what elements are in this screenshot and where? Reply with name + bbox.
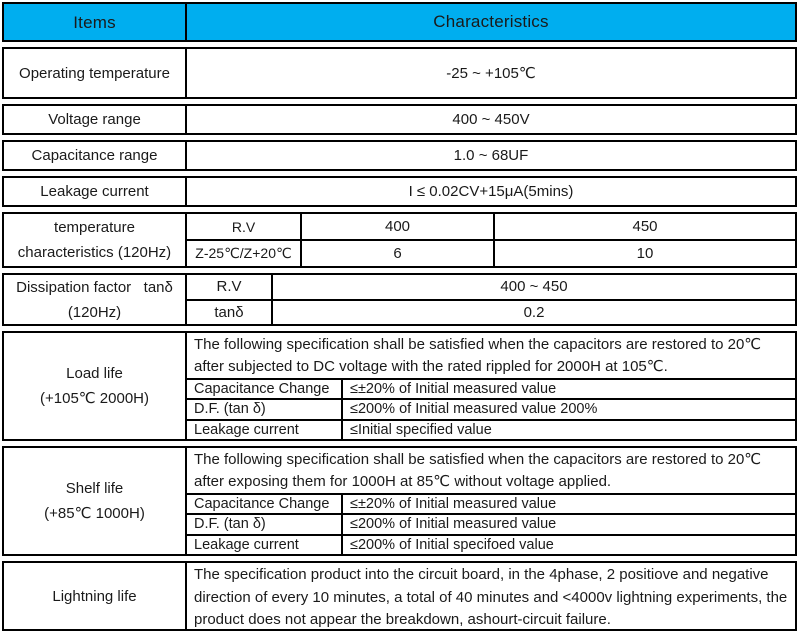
item-label: Voltage range (4, 106, 187, 133)
load-life-leakage-value: ≤Initial specified value (350, 421, 492, 438)
shelf-life-cap-change-value: ≤±20% of Initial measured value (350, 496, 557, 513)
row-shelf-life: Shelf life (+85℃ 1000H) The following sp… (2, 446, 797, 556)
table-header-row: Items Characteristics (2, 2, 797, 42)
dissipation-rv-label: R.V (187, 275, 273, 299)
temp-char-rv-label: R.V (187, 214, 302, 239)
temp-char-z-450: 10 (636, 245, 654, 262)
row-voltage-range: Voltage range 400 ~ 450V (2, 104, 797, 135)
item-value: -25 ~ +105℃ (446, 65, 536, 82)
item-label: Capacitance range (4, 142, 187, 169)
row-lightning-life: Lightning life The specification product… (2, 561, 797, 631)
header-characteristics: Characteristics (433, 12, 549, 31)
temp-char-z-label: Z-25℃/Z+20℃ (187, 241, 302, 266)
shelf-life-leakage-value: ≤200% of Initial specifoed value (350, 536, 554, 553)
dissipation-tand-value: 0.2 (523, 303, 545, 321)
row-dissipation-factor: Dissipation factor tanδ (120Hz) R.V 400 … (2, 273, 797, 326)
table-row: Leakage current ≤200% of Initial specifo… (187, 533, 795, 554)
dissipation-subtable: R.V 400 ~ 450 tanδ 0.2 (187, 275, 795, 324)
item-label: Lightning life (4, 563, 187, 629)
lightning-life-description: The specification product into the circu… (194, 566, 792, 628)
shelf-life-cap-change-label: Capacitance Change (187, 495, 343, 514)
item-label: Operating temperature (4, 49, 187, 97)
load-life-cap-change-value: ≤±20% of Initial measured value (350, 381, 557, 398)
row-temperature-characteristics: temperature characteristics (120Hz) R.V … (2, 212, 797, 268)
shelf-life-details: The following specification shall be sat… (187, 448, 795, 554)
table-row: Capacitance Change ≤±20% of Initial meas… (187, 493, 795, 514)
row-capacitance-range: Capacitance range 1.0 ~ 68UF (2, 140, 797, 171)
item-value: I ≤ 0.02CV+15μA(5mins) (408, 183, 574, 200)
row-operating-temperature: Operating temperature -25 ~ +105℃ (2, 47, 797, 99)
table-row: tanδ 0.2 (187, 298, 795, 324)
shelf-life-df-label: D.F. (tan δ) (187, 515, 343, 534)
item-label: Leakage current (4, 178, 187, 205)
temp-char-z-400: 6 (302, 241, 495, 266)
item-label: Shelf life (+85℃ 1000H) (4, 448, 187, 554)
row-leakage-current: Leakage current I ≤ 0.02CV+15μA(5mins) (2, 176, 797, 207)
dissipation-rv-value: 400 ~ 450 (500, 278, 568, 296)
table-row: Capacitance Change ≤±20% of Initial meas… (187, 378, 795, 399)
load-life-cap-change-label: Capacitance Change (187, 380, 343, 399)
table-row: D.F. (tan δ) ≤200% of Initial measured v… (187, 398, 795, 419)
item-label: Dissipation factor tanδ (120Hz) (4, 275, 187, 324)
item-label: Load life (+105℃ 2000H) (4, 333, 187, 439)
load-life-leakage-label: Leakage current (187, 420, 343, 439)
table-row: Leakage current ≤Initial specified value (187, 418, 795, 439)
item-label: temperature characteristics (120Hz) (4, 214, 187, 266)
dissipation-tand-label: tanδ (187, 300, 273, 324)
temp-char-subtable: R.V 400 450 Z-25℃/Z+20℃ 6 10 (187, 214, 795, 266)
shelf-life-df-value: ≤200% of Initial measured value (350, 516, 557, 533)
table-row: R.V 400 450 (187, 214, 795, 239)
table-row: D.F. (tan δ) ≤200% of Initial measured v… (187, 513, 795, 534)
shelf-life-leakage-label: Leakage current (187, 535, 343, 554)
item-value: 1.0 ~ 68UF (453, 147, 529, 164)
item-value: 400 ~ 450V (452, 111, 530, 128)
load-life-details: The following specification shall be sat… (187, 333, 795, 439)
temp-char-rv-400: 400 (302, 214, 495, 239)
load-life-df-label: D.F. (tan δ) (187, 400, 343, 419)
load-life-df-value: ≤200% of Initial measured value 200% (350, 401, 598, 418)
table-row: Z-25℃/Z+20℃ 6 10 (187, 239, 795, 266)
shelf-life-description: The following specification shall be sat… (194, 451, 766, 490)
header-items: Items (4, 4, 187, 40)
load-life-description: The following specification shall be sat… (194, 336, 766, 375)
row-load-life: Load life (+105℃ 2000H) The following sp… (2, 331, 797, 441)
table-row: R.V 400 ~ 450 (187, 275, 795, 299)
temp-char-rv-450: 450 (632, 218, 658, 235)
